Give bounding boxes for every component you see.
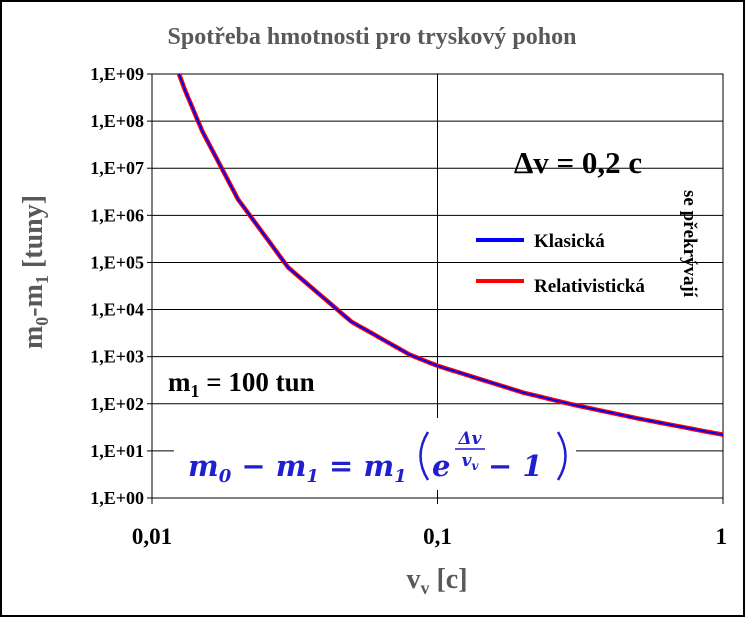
y-tick-label: 1,E+01 bbox=[90, 441, 144, 461]
m1-annotation: m1 = 100 tun bbox=[168, 367, 315, 401]
y-tick-label: 1,E+02 bbox=[90, 394, 144, 414]
x-tick-label: 1 bbox=[716, 524, 728, 549]
overlap-note: se překrývají bbox=[679, 190, 700, 298]
legend: Klasická Relativistická bbox=[476, 231, 645, 297]
formula-exp-base: e bbox=[432, 449, 450, 483]
legend-label-relativisticka: Relativistická bbox=[534, 276, 645, 297]
y-tick-label: 1,E+05 bbox=[90, 252, 144, 272]
y-tick-label: 1,E+08 bbox=[90, 111, 144, 131]
delta-v-annotation: Δv = 0,2 c bbox=[514, 145, 642, 180]
formula-box bbox=[174, 418, 576, 490]
formula-exp-denominator: vv bbox=[462, 451, 480, 473]
formula-left-paren bbox=[419, 431, 430, 481]
y-tick-label: 1,E+09 bbox=[90, 64, 144, 84]
formula-right-paren bbox=[556, 431, 567, 481]
mass-formula: m0 − m1 = m1 e Δv vv − 1 bbox=[188, 429, 567, 487]
formula-lhs: m0 − m1 = m1 bbox=[188, 449, 407, 487]
y-tick-label: 1,E+03 bbox=[90, 347, 144, 367]
series-group bbox=[176, 74, 723, 437]
y-tick-label: 1,E+06 bbox=[90, 205, 144, 225]
y-axis-title: m0-m1 [tuny] bbox=[18, 195, 52, 349]
y-tick-labels: 1,E+00 1,E+01 1,E+02 1,E+03 1,E+04 1,E+05 1,E+… bbox=[90, 64, 144, 508]
y-tick-label: 1,E+00 bbox=[90, 488, 144, 508]
x-tick-label: 0,1 bbox=[423, 524, 452, 549]
x-tick-label: 0,01 bbox=[132, 524, 172, 549]
y-tick-label: 1,E+07 bbox=[90, 158, 144, 178]
series-line-klasicka bbox=[177, 74, 723, 436]
formula-minus-one: − 1 bbox=[488, 449, 543, 483]
chart-title: Spotřeba hmotnosti pro tryskový pohon bbox=[168, 24, 577, 50]
x-axis-title: vv [c] bbox=[406, 564, 467, 598]
formula-exp-numerator: Δv bbox=[457, 429, 482, 449]
x-tick-labels: 0,01 0,1 1 bbox=[132, 524, 727, 549]
legend-label-klasicka: Klasická bbox=[534, 231, 605, 252]
y-tick-label: 1,E+04 bbox=[90, 300, 144, 320]
